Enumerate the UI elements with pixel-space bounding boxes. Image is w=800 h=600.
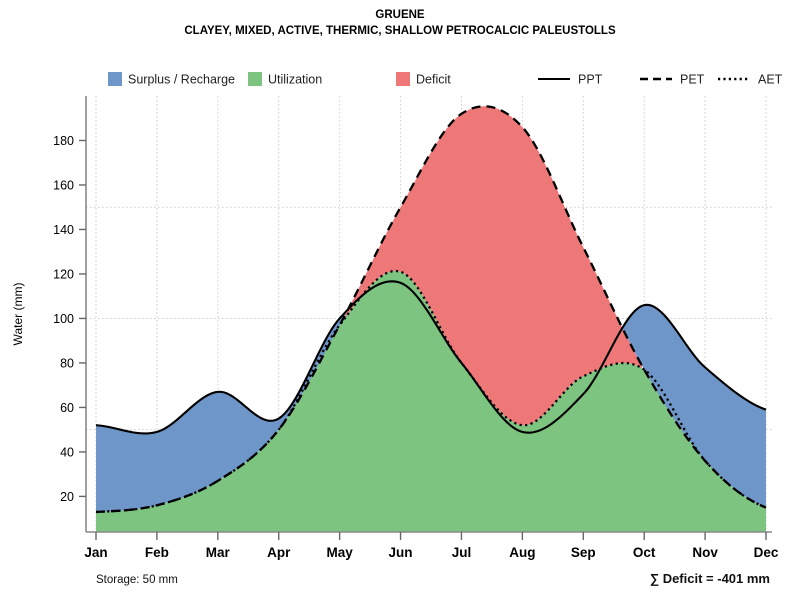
legend-swatch-deficit — [396, 72, 410, 86]
y-tick-label: 20 — [60, 490, 74, 504]
deficit-sum-annotation: ∑ Deficit = -401 mm — [650, 571, 770, 586]
chart-title-line1: GRUENE — [375, 9, 425, 21]
y-tick-label: 100 — [53, 312, 74, 326]
legend-swatch-surplus-recharge — [108, 72, 122, 86]
legend-label: AET — [758, 73, 783, 87]
x-tick-label-oct: Oct — [633, 545, 656, 560]
x-tick-label-jun: Jun — [389, 545, 413, 560]
x-tick-label-jan: Jan — [84, 545, 107, 560]
legend-label: PPT — [578, 73, 603, 87]
x-tick-label-jul: Jul — [452, 545, 472, 560]
legend-label: Deficit — [416, 73, 451, 87]
x-tick-label-apr: Apr — [267, 545, 291, 560]
chart-title-line2: CLAYEY, MIXED, ACTIVE, THERMIC, SHALLOW … — [184, 25, 616, 37]
x-tick-label-mar: Mar — [206, 545, 231, 560]
y-tick-label: 80 — [60, 356, 74, 370]
x-tick-label-sep: Sep — [571, 545, 596, 560]
y-tick-label: 160 — [53, 178, 74, 192]
x-tick-label-may: May — [327, 545, 354, 560]
legend-label: Utilization — [268, 73, 322, 87]
y-tick-label: 120 — [53, 267, 74, 281]
x-tick-label-nov: Nov — [692, 545, 718, 560]
curve-pet — [95, 105, 767, 514]
y-tick-label: 60 — [60, 401, 74, 415]
grid-lines — [86, 96, 772, 532]
storage-annotation: Storage: 50 mm — [96, 574, 178, 586]
y-axis-label: Water (mm) — [11, 283, 25, 346]
y-tick-label: 180 — [53, 134, 74, 148]
x-axis-ticks: Jan Feb Mar Apr May Jun Jul Aug Sep Oct Nov Dec — [84, 532, 779, 560]
chart-legend: Surplus / Recharge Utilization Deficit PPT P… — [108, 72, 783, 87]
region-deficit — [341, 106, 643, 426]
x-tick-label-feb: Feb — [145, 545, 169, 560]
curve-ppt — [95, 280, 767, 435]
legend-swatch-utilization — [248, 72, 262, 86]
series-curves — [95, 105, 767, 514]
region-utilization — [96, 270, 766, 532]
region-surplus-recharge — [96, 304, 766, 512]
y-axis-ticks: 20 40 60 80 100 120 140 160 180 — [53, 134, 86, 504]
legend-label: Surplus / Recharge — [128, 73, 235, 87]
legend-label: PET — [680, 73, 705, 87]
y-tick-label: 140 — [53, 223, 74, 237]
x-tick-label-aug: Aug — [509, 545, 535, 560]
x-tick-label-dec: Dec — [754, 545, 779, 560]
area-regions — [96, 106, 766, 532]
y-tick-label: 40 — [60, 445, 74, 459]
